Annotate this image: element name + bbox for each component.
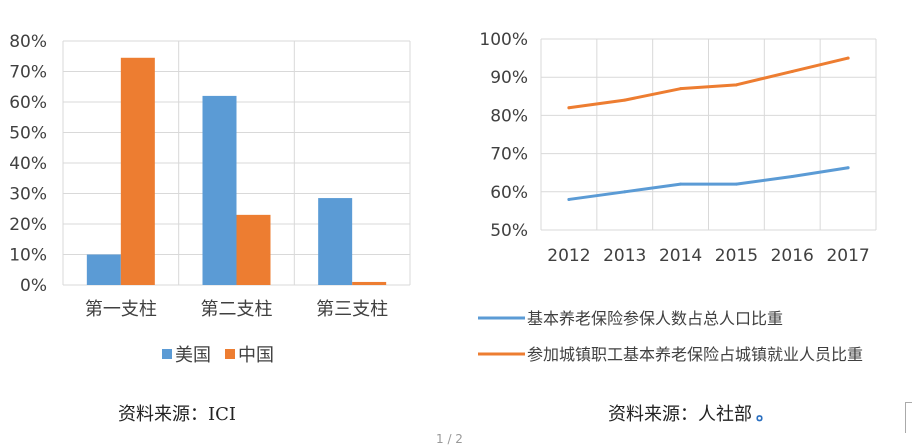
bar-ytick-label: 40% [9,154,47,174]
line-xtick-label: 2013 [603,246,646,266]
bar-ytick-label: 10% [9,246,47,266]
line-point-1-4 [790,69,794,73]
bar-ytick-label: 60% [9,93,47,113]
bar-1-0 [202,95,237,286]
line-xtick-label: 2012 [547,246,590,266]
source-right-mark: 。 [756,404,774,425]
bar-ytick-label: 50% [9,124,47,144]
bar-legend-label-1: 中国 [238,345,274,366]
line-point-1-3 [734,83,738,87]
line-chart: 50% 60% 70% 80% 90% 100% 2012 2013 2014 2015 2016… [478,30,877,364]
line-point-0-2 [679,182,683,186]
line-xtick-label: 2014 [659,246,702,266]
source-left-text: 资料来源：ICI [118,404,236,425]
line-legend-label-1: 参加城镇职工基本养老保险占城镇就业人员比重 [527,345,863,364]
line-xtick-label: 2017 [826,246,869,266]
line-point-1-5 [846,56,850,60]
line-xtick-label: 2016 [771,246,814,266]
bar-legend-label-0: 美国 [175,345,211,366]
line-xtick-label: 2015 [715,246,758,266]
line-ytick-label: 80% [490,106,528,126]
line-point-0-0 [567,197,571,201]
bar-ytick-label: 20% [9,215,47,235]
line-point-1-1 [623,98,627,102]
source-note-right: 资料来源：人社部。 [608,400,774,426]
bar-category-label: 第一支柱 [85,299,157,320]
page-number: 1 / 2 [436,432,463,446]
bar-0-1 [120,57,155,286]
corner-bracket [905,402,912,433]
line-point-0-4 [790,175,794,179]
bar-ytick-label: 30% [9,185,47,205]
bar-ytick-label: 80% [9,32,47,52]
line-point-1-2 [679,87,683,91]
line-ytick-label: 90% [490,68,528,88]
bar-1-1 [236,214,271,285]
bar-category-label: 第二支柱 [201,299,273,320]
line-ytick-label: 70% [490,145,528,165]
bar-2-0 [318,198,353,285]
bar-ytick-label: 0% [20,276,47,296]
bar-2-1 [352,281,387,285]
source-right-text: 资料来源：人社部 [608,404,752,425]
line-point-0-5 [846,166,850,170]
line-ytick-label: 60% [490,183,528,203]
bar-legend-swatch-1 [225,349,235,359]
line-ytick-label: 50% [490,221,528,241]
bar-legend-swatch-0 [162,349,172,359]
bar-chart: 0%10%20%30%40%50%60%70%80% 第一支柱 第二支柱 第三支柱 … [9,32,411,366]
line-point-1-0 [567,106,571,110]
bar-0-0 [86,254,121,285]
bar-ytick-label: 70% [9,63,47,83]
bar-category-label: 第三支柱 [316,299,388,320]
line-point-0-1 [623,190,627,194]
line-ytick-label: 100% [479,30,528,50]
source-note-left: 资料来源：ICI [118,400,236,426]
line-series-0 [567,166,850,201]
line-legend-label-0: 基本养老保险参保人数占总人口比重 [527,309,783,328]
line-point-0-3 [734,182,738,186]
line-series-1 [567,56,850,110]
